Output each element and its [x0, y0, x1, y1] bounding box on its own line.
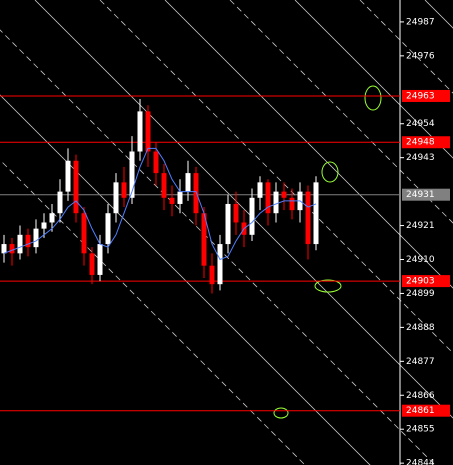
level-label-box — [402, 136, 450, 149]
candle-body — [89, 253, 95, 275]
current-price-label-box — [402, 188, 450, 201]
candle-body — [225, 203, 231, 245]
y-tick-label: 24844 — [406, 459, 435, 465]
candle-body — [33, 228, 39, 248]
channel-line — [0, 159, 306, 465]
level-label: 24963 — [406, 91, 435, 101]
marker-ellipse — [364, 85, 382, 111]
candle-body — [193, 173, 199, 214]
channel-line — [34, 0, 453, 419]
channel-line — [99, 0, 453, 354]
candle-body — [185, 173, 191, 192]
candle-body — [49, 213, 55, 223]
y-tick-label: 24888 — [406, 323, 435, 333]
candle-body — [153, 151, 159, 174]
candle-body — [209, 265, 215, 285]
candle-body — [9, 244, 15, 254]
channel-line — [294, 0, 453, 159]
level-label: 24861 — [406, 406, 435, 416]
marker-ellipse — [273, 407, 289, 419]
candle-body — [273, 191, 279, 214]
candle-body — [65, 160, 71, 192]
moving-average — [3, 147, 317, 261]
y-tick-label: 24910 — [406, 255, 435, 265]
candle-body — [233, 203, 239, 223]
level-label-box — [402, 89, 450, 102]
y-tick-label: 24855 — [406, 425, 435, 435]
candle-body — [265, 182, 271, 214]
marker-ellipse — [314, 279, 342, 293]
candle-body — [169, 197, 175, 204]
channel-line — [359, 0, 453, 94]
candle-body — [305, 191, 311, 245]
y-tick-label: 24877 — [406, 357, 435, 367]
y-tick-label: 24976 — [406, 51, 435, 61]
y-tick-label: 24943 — [406, 153, 435, 163]
candle-body — [121, 182, 127, 198]
candle-body — [73, 160, 79, 214]
candle-body — [289, 197, 295, 211]
level-label: 24903 — [406, 277, 435, 287]
marker-ellipse — [321, 161, 339, 183]
current-price-label: 24931 — [406, 190, 435, 200]
candle-body — [1, 244, 7, 254]
candle-body — [313, 182, 319, 245]
channel-line — [0, 94, 371, 465]
level-label: 24948 — [406, 138, 435, 148]
channel-line — [229, 0, 453, 224]
candle-body — [113, 182, 119, 214]
candle-body — [41, 222, 47, 229]
candle-body — [25, 234, 31, 248]
candle-body — [145, 111, 151, 152]
candle-body — [137, 111, 143, 152]
candle-body — [105, 213, 111, 245]
y-tick-label: 24866 — [406, 391, 435, 401]
y-tick-label: 24954 — [406, 119, 435, 129]
candle-body — [129, 151, 135, 198]
candle-body — [57, 191, 63, 214]
candle-body — [249, 197, 255, 235]
candle-body — [97, 244, 103, 275]
candle-body — [161, 173, 167, 198]
candle-body — [17, 234, 23, 254]
candle-body — [257, 182, 263, 198]
y-tick-label: 24899 — [406, 289, 435, 299]
candle-body — [81, 213, 87, 254]
candle-body — [201, 213, 207, 266]
candle-body — [177, 191, 183, 204]
y-tick-label: 24987 — [406, 17, 435, 27]
candle-body — [217, 244, 223, 285]
candle-body — [281, 191, 287, 198]
y-tick-label: 24921 — [406, 221, 435, 231]
level-label-box — [402, 275, 450, 288]
level-label-box — [402, 404, 450, 417]
